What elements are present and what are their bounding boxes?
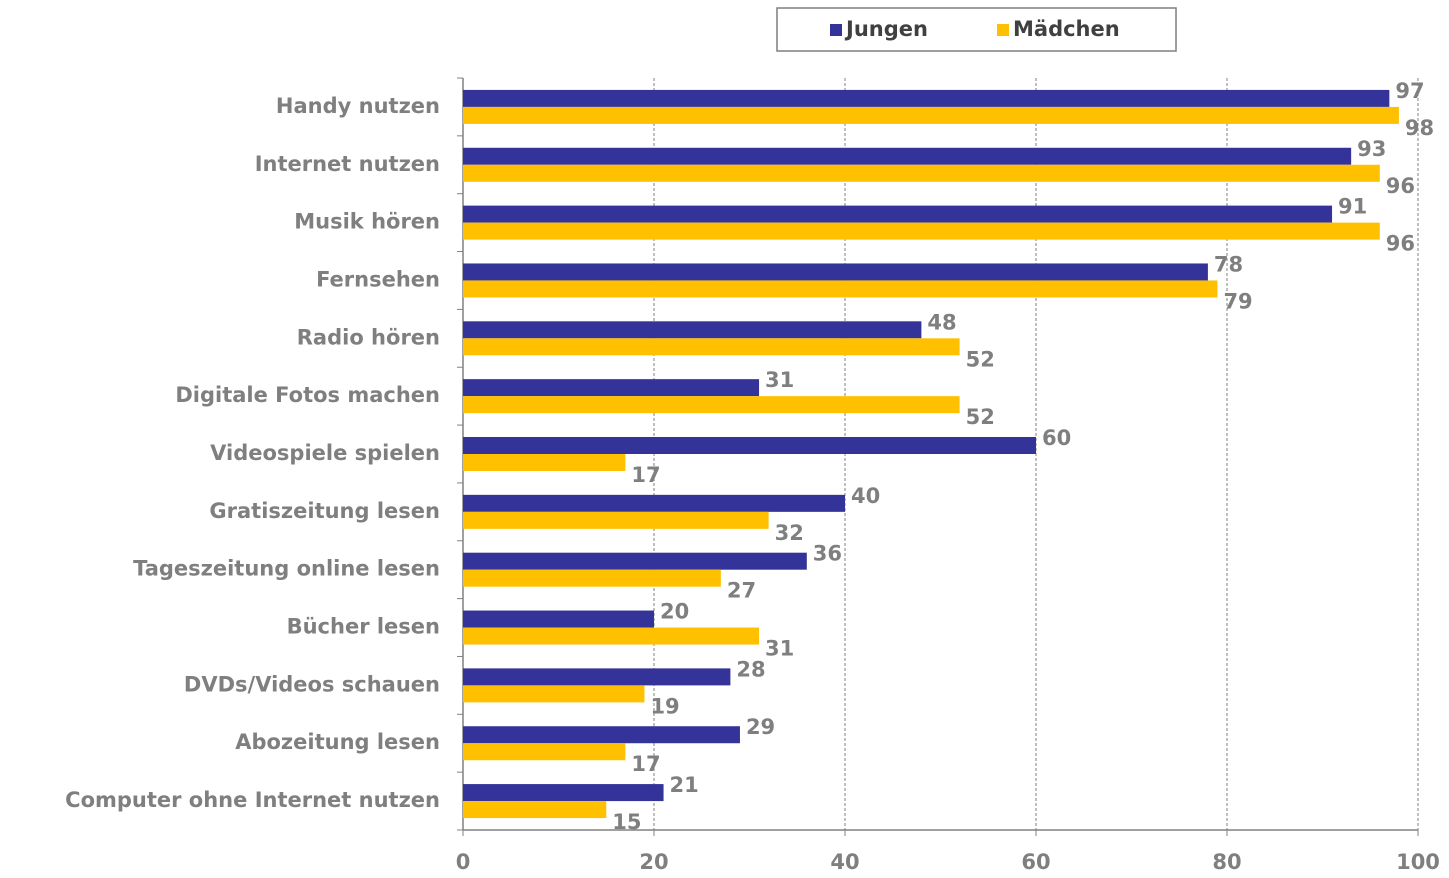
data-label: 48 — [927, 310, 956, 334]
data-label: 60 — [1042, 426, 1071, 450]
data-label: 29 — [746, 715, 775, 739]
legend-swatch — [830, 24, 842, 36]
bar — [463, 106, 1399, 124]
bar — [463, 569, 721, 587]
data-label: 31 — [765, 368, 794, 392]
bar — [463, 726, 740, 744]
bar — [463, 164, 1380, 182]
category-label: DVDs/Videos schauen — [184, 672, 440, 696]
bar — [463, 205, 1333, 223]
data-label: 21 — [670, 773, 699, 797]
x-tick-label: 0 — [456, 850, 471, 874]
data-label: 96 — [1386, 232, 1415, 256]
data-label: 17 — [631, 752, 660, 776]
bar — [463, 147, 1352, 165]
category-label: Internet nutzen — [255, 152, 440, 176]
bar — [463, 552, 807, 570]
x-tick-label: 80 — [1212, 850, 1241, 874]
data-label: 19 — [650, 694, 679, 718]
category-label: Gratiszeitung lesen — [209, 499, 440, 523]
category-label: Abozeitung lesen — [235, 730, 440, 754]
category-label: Tageszeitung online lesen — [133, 557, 440, 581]
bar — [463, 610, 654, 628]
data-label: 52 — [966, 347, 995, 371]
category-label: Radio hören — [297, 325, 440, 349]
legend-swatch — [997, 24, 1009, 36]
bar — [463, 263, 1208, 281]
bar — [463, 454, 626, 471]
bar — [463, 379, 760, 397]
category-label: Digitale Fotos machen — [175, 383, 440, 407]
bar — [463, 511, 769, 529]
bar — [463, 338, 960, 356]
legend — [776, 7, 1177, 52]
data-label: 20 — [660, 600, 689, 624]
legend-box — [776, 7, 1177, 52]
bar — [463, 494, 845, 512]
data-label: 32 — [775, 521, 804, 545]
x-tick-label: 20 — [639, 850, 668, 874]
category-label: Bücher lesen — [287, 615, 440, 639]
bar — [463, 321, 922, 339]
bar — [463, 627, 760, 645]
category-label: Fernsehen — [316, 267, 440, 291]
legend-label: Mädchen — [1013, 17, 1120, 41]
data-label: 98 — [1405, 116, 1434, 140]
bar — [463, 685, 645, 703]
data-label: 28 — [736, 657, 765, 681]
data-label: 78 — [1214, 252, 1243, 276]
data-label: 27 — [727, 579, 756, 603]
category-label: Computer ohne Internet nutzen — [65, 788, 440, 812]
data-label: 79 — [1223, 289, 1252, 313]
bar — [463, 668, 731, 686]
bar — [463, 222, 1380, 240]
data-label: 36 — [813, 542, 842, 566]
bar — [463, 784, 664, 802]
category-label: Musik hören — [294, 210, 440, 234]
data-label: 93 — [1357, 137, 1386, 161]
data-label: 31 — [765, 637, 794, 661]
bar — [463, 396, 960, 414]
bar — [463, 280, 1218, 298]
data-label: 17 — [631, 463, 660, 487]
data-label: 40 — [851, 484, 880, 508]
x-tick-label: 100 — [1396, 850, 1440, 874]
bar — [463, 89, 1390, 107]
category-label: Videospiele spielen — [210, 441, 440, 465]
bar — [463, 743, 626, 761]
category-label: Handy nutzen — [276, 94, 440, 118]
legend-label: Jungen — [844, 17, 928, 41]
x-tick-label: 40 — [830, 850, 859, 874]
x-tick-label: 60 — [1021, 850, 1050, 874]
data-label: 52 — [966, 405, 995, 429]
data-label: 97 — [1395, 79, 1424, 103]
bar — [463, 437, 1036, 454]
data-label: 91 — [1338, 195, 1367, 219]
data-label: 96 — [1386, 174, 1415, 198]
bar — [463, 801, 607, 819]
data-label: 15 — [612, 810, 641, 834]
